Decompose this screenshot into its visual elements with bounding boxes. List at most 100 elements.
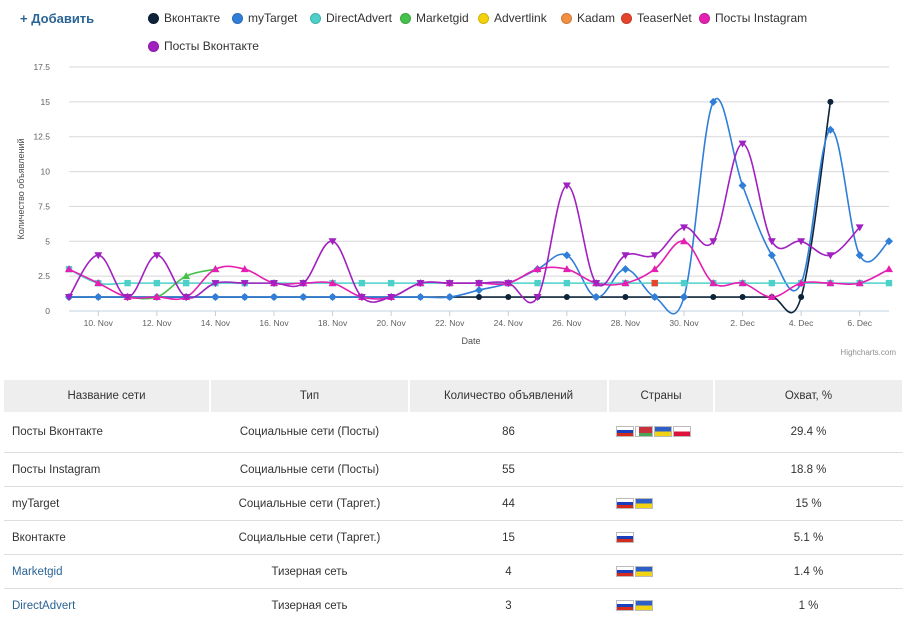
data-point	[564, 294, 570, 300]
cell-countries	[608, 412, 714, 453]
cell-ad-count: 3	[409, 589, 608, 622]
data-point	[446, 293, 454, 301]
data-point	[827, 99, 833, 105]
x-tick-label: 12. Nov	[142, 318, 172, 328]
flag-ua-icon	[635, 498, 653, 509]
x-tick-label: 22. Nov	[435, 318, 465, 328]
data-point	[564, 280, 570, 286]
cell-network-name[interactable]: DirectAdvert	[4, 589, 210, 622]
y-axis-title: Количество объявлений	[16, 138, 26, 239]
cell-type: Тизерная сеть	[210, 589, 409, 622]
y-tick-label: 0	[45, 306, 50, 316]
flag-pl-icon	[673, 426, 691, 437]
y-tick-label: 7.5	[38, 201, 50, 211]
data-point	[270, 293, 278, 301]
flag-ru-icon	[616, 532, 634, 543]
data-point	[299, 293, 307, 301]
table-header-row: Название сети Тип Количество объявлений …	[4, 380, 903, 412]
network-link[interactable]: DirectAdvert	[12, 600, 75, 612]
data-point	[680, 293, 688, 301]
cell-ad-count: 86	[409, 412, 608, 453]
x-tick-label: 18. Nov	[318, 318, 348, 328]
data-point	[798, 294, 804, 300]
y-tick-label: 17.5	[33, 62, 50, 72]
cell-ad-count: 55	[409, 453, 608, 487]
data-point	[681, 280, 687, 286]
x-tick-label: 14. Nov	[201, 318, 231, 328]
x-tick-label: 2. Dec	[730, 318, 755, 328]
x-tick-label: 30. Nov	[669, 318, 699, 328]
cell-network-name[interactable]: Marketgid	[4, 555, 210, 589]
data-point	[885, 265, 893, 272]
y-tick-label: 2.5	[38, 271, 50, 281]
flag-ua-icon	[635, 566, 653, 577]
data-point	[622, 294, 628, 300]
data-point	[476, 294, 482, 300]
data-point	[886, 280, 892, 286]
highcharts-credits[interactable]: Highcharts.com	[840, 348, 896, 357]
data-point	[740, 294, 746, 300]
cell-countries	[608, 487, 714, 521]
data-point	[124, 280, 130, 286]
flag-ru-icon	[616, 566, 634, 577]
cell-coverage: 15 %	[714, 487, 903, 521]
x-tick-label: 6. Dec	[847, 318, 872, 328]
y-tick-label: 12.5	[33, 132, 50, 142]
cell-countries	[608, 555, 714, 589]
x-tick-label: 16. Nov	[259, 318, 289, 328]
data-point	[211, 293, 219, 301]
cell-coverage: 1 %	[714, 589, 903, 622]
cell-coverage: 1.4 %	[714, 555, 903, 589]
flag-ru-icon	[616, 600, 634, 611]
cell-countries	[608, 589, 714, 622]
header-coverage[interactable]: Охват, %	[714, 380, 903, 412]
flag-ua-icon	[654, 426, 672, 437]
cell-type: Тизерная сеть	[210, 555, 409, 589]
cell-coverage: 29.4 %	[714, 412, 903, 453]
data-point	[534, 280, 540, 286]
x-tick-label: 26. Nov	[552, 318, 582, 328]
data-point	[710, 294, 716, 300]
x-tick-label: 28. Nov	[611, 318, 641, 328]
cell-type: Социальные сети (Таргет.)	[210, 521, 409, 555]
cell-network-name: Посты Вконтакте	[4, 412, 210, 453]
cell-ad-count: 4	[409, 555, 608, 589]
data-point	[388, 280, 394, 286]
cell-network-name: Вконтакте	[4, 521, 210, 555]
cell-network-name: myTarget	[4, 487, 210, 521]
cell-ad-count: 44	[409, 487, 608, 521]
network-link[interactable]: Marketgid	[12, 566, 63, 578]
data-point	[241, 293, 249, 301]
y-tick-label: 10	[41, 167, 51, 177]
cell-type: Социальные сети (Посты)	[210, 453, 409, 487]
data-point	[856, 251, 864, 259]
header-network-name[interactable]: Название сети	[4, 380, 210, 412]
data-point	[154, 280, 160, 286]
data-point	[359, 280, 365, 286]
x-tick-label: 24. Nov	[494, 318, 524, 328]
cell-countries	[608, 453, 714, 487]
data-point	[505, 294, 511, 300]
cell-network-name: Посты Instagram	[4, 453, 210, 487]
x-tick-label: 20. Nov	[376, 318, 406, 328]
x-tick-label: 10. Nov	[84, 318, 114, 328]
data-point	[739, 182, 747, 190]
header-type[interactable]: Тип	[210, 380, 409, 412]
x-axis-title: Date	[461, 336, 480, 346]
header-ad-count[interactable]: Количество объявлений	[409, 380, 608, 412]
data-point	[183, 280, 189, 286]
data-point	[652, 280, 658, 286]
data-point	[768, 251, 776, 259]
flag-by-icon	[635, 426, 653, 437]
cell-countries	[608, 521, 714, 555]
flag-ru-icon	[616, 498, 634, 509]
cell-type: Социальные сети (Посты)	[210, 412, 409, 453]
header-countries[interactable]: Страны	[608, 380, 714, 412]
data-point	[94, 293, 102, 301]
